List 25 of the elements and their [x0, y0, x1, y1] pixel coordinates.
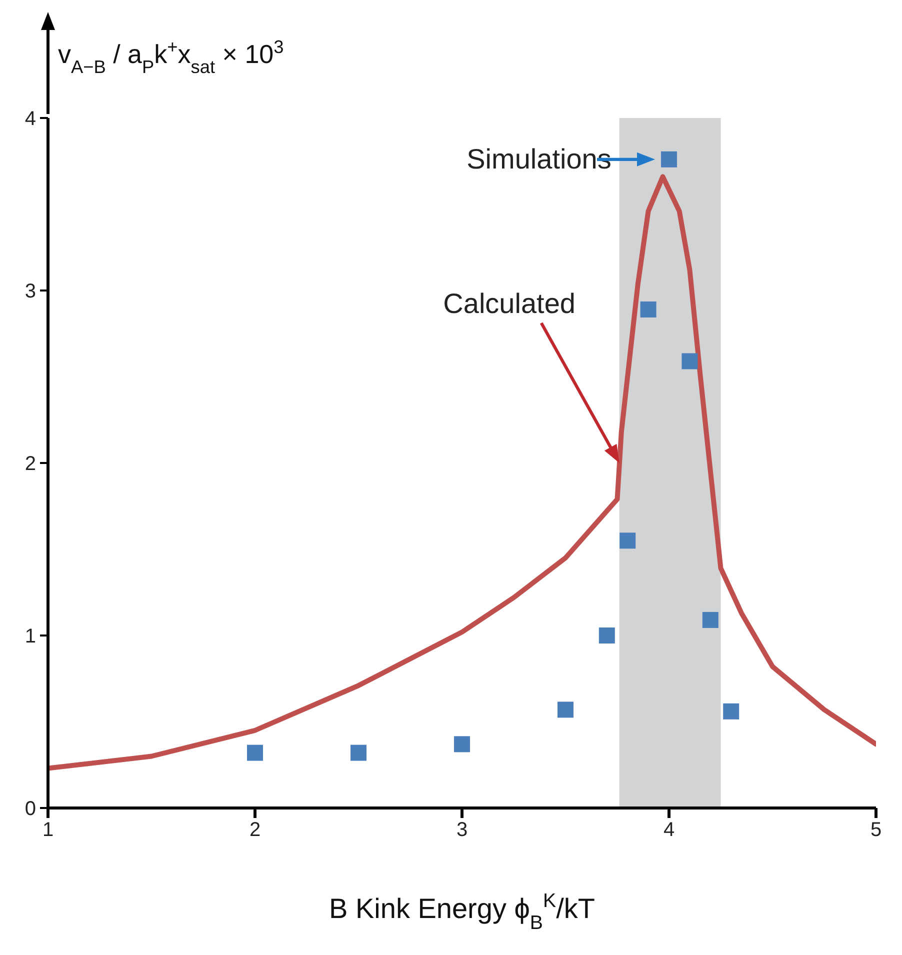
annotation: Calculated	[443, 288, 576, 319]
point	[702, 612, 718, 628]
y-tick-label: 4	[24, 108, 36, 130]
x-tick-label: 3	[456, 819, 468, 842]
point	[640, 301, 656, 318]
annotation: Simulations	[466, 143, 612, 174]
y-tick-label: 3	[24, 280, 36, 303]
point	[682, 353, 698, 370]
x-tick-label: 1	[42, 819, 54, 842]
y-tick-label: 1	[24, 626, 36, 648]
x-tick-label: 5	[870, 819, 882, 842]
point	[558, 702, 574, 718]
point	[454, 736, 470, 752]
point	[723, 703, 740, 720]
point	[247, 744, 263, 761]
x-tick-label: 4	[663, 819, 675, 842]
point	[350, 744, 366, 761]
text: v$_{A−B}$ / a$_{P}$k$^{+}$x$_{sat}$ × 10$^{3}$	[58, 37, 284, 77]
x-tick-label: 2	[249, 819, 261, 842]
y-tick-label: 2	[24, 453, 36, 476]
y-tick-label: 0	[24, 798, 36, 820]
point	[598, 628, 615, 644]
x-axis-title: B Kink Energy ϕ$_{B}$$^{K}$/kT	[329, 890, 595, 934]
point	[661, 151, 677, 168]
point	[620, 532, 636, 549]
